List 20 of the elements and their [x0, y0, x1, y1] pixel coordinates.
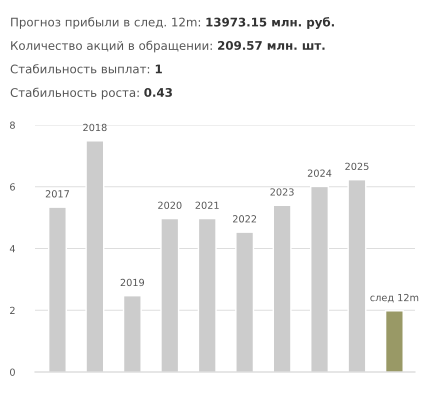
y-tick-label: 4	[10, 245, 16, 252]
x-tick-label: 2020	[158, 202, 182, 209]
x-tick-label: 2017	[46, 190, 70, 198]
y-tick-label: 6	[10, 183, 15, 191]
x-tick-label: 2018	[83, 124, 107, 132]
text: Количество акций в обращении: 209.57 млн. шт.	[11, 40, 324, 52]
x-tick-label: 2025	[345, 162, 368, 170]
y-tick-label: 0	[10, 368, 15, 376]
text: Прогноз прибыли в след. 12m: 13973.15 млн. руб.	[11, 17, 334, 29]
text: Стабильность выплат: 1	[10, 64, 162, 74]
x-tick-label: 2023	[270, 188, 294, 196]
y-tick-label: 8	[10, 121, 15, 129]
text: Стабильность роста: 0.43	[10, 88, 172, 100]
x-tick-label: 2019	[120, 278, 144, 286]
x-tick-label: 2022	[232, 215, 256, 223]
x-tick-label: 2024	[308, 169, 332, 177]
bar	[384, 310, 404, 372]
y-tick-label: 2	[10, 306, 15, 314]
x-tick-label: 2021	[196, 202, 219, 209]
x-tick-label: след 12m	[370, 294, 418, 302]
